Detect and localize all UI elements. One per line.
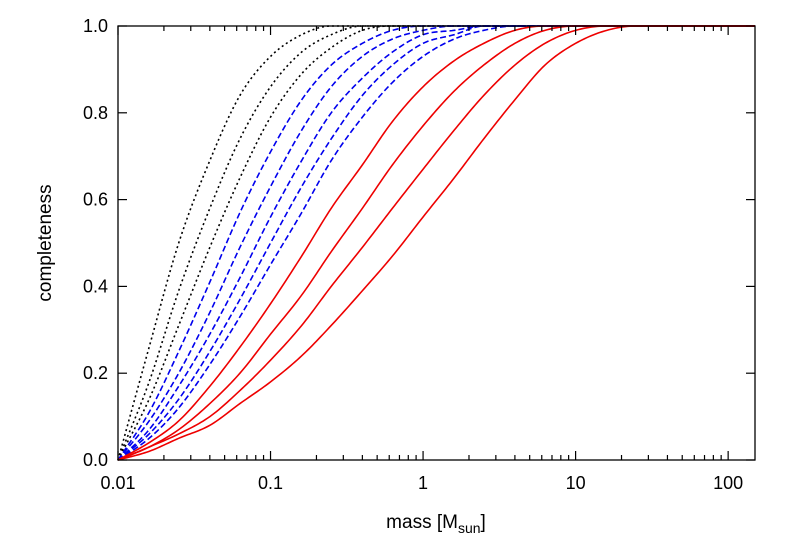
- x-axis-label-main: mass [M: [386, 512, 458, 533]
- series-line-8: [117, 25, 755, 461]
- series-line-7: [117, 25, 755, 461]
- x-tick-label: 0.01: [100, 473, 135, 493]
- x-tick-label: 10: [566, 473, 586, 493]
- series-curves: [117, 25, 755, 461]
- y-tick-labels: 0.0 0.2 0.4 0.6 0.8 1.0: [83, 16, 108, 470]
- series-line-11: [117, 25, 755, 461]
- series-line-10: [117, 25, 755, 461]
- series-line-9: [117, 25, 755, 461]
- series-line-5: [117, 25, 755, 461]
- x-tick-label: 0.1: [258, 473, 283, 493]
- plot-frame: [117, 25, 756, 461]
- series-line-6: [117, 25, 755, 461]
- x-axis-label: mass [Msun]: [386, 512, 486, 536]
- x-axis-label-subscript: sun: [458, 520, 481, 536]
- y-tick-label: 0.0: [83, 450, 108, 470]
- x-tick-label: 100: [713, 473, 743, 493]
- y-tick-label: 0.6: [83, 190, 108, 210]
- y-tick-label: 0.2: [83, 363, 108, 383]
- y-tick-label: 0.4: [83, 276, 108, 296]
- series-line-1: [117, 25, 755, 461]
- axis-ticks: [117, 25, 755, 461]
- series-line-3: [117, 25, 755, 461]
- x-tick-labels: 0.01 0.1 1 10 100: [100, 473, 743, 493]
- y-tick-label: 1.0: [83, 16, 108, 36]
- series-line-2: [117, 25, 755, 461]
- series-line-12: [117, 25, 755, 461]
- x-tick-label: 1: [418, 473, 428, 493]
- x-axis-label-end: ]: [481, 512, 486, 533]
- series-line-4: [117, 25, 755, 461]
- y-tick-label: 0.8: [83, 103, 108, 123]
- y-axis-label: completeness: [35, 184, 56, 301]
